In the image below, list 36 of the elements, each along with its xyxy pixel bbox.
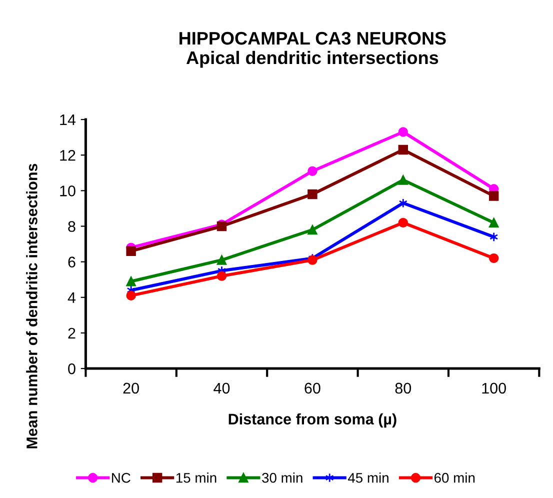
y-tick-label: 8: [68, 221, 76, 232]
x-tick-label: 80: [395, 382, 412, 394]
point: [216, 271, 227, 281]
y-tick-label: 14: [60, 114, 76, 126]
legend-label: 45 min: [348, 472, 388, 483]
legend-label: 30 min: [262, 472, 302, 483]
y-tick-label: 12: [60, 150, 76, 161]
legend-label: 15 min: [176, 472, 216, 483]
point: [308, 224, 318, 235]
y-tick-label: 2: [68, 328, 76, 338]
point: [308, 166, 318, 176]
point: [216, 255, 227, 265]
x-tick-label: 60: [304, 382, 320, 394]
point: [126, 276, 136, 286]
y-tick-label: 6: [68, 256, 76, 268]
point: [126, 290, 136, 300]
y-tick-label: 0: [68, 363, 76, 374]
point: [308, 189, 318, 200]
point: [126, 246, 136, 256]
x-tick-label: 20: [123, 382, 139, 394]
point: [398, 175, 408, 185]
point: [398, 218, 408, 228]
point: [488, 218, 499, 228]
x-tick-label: 40: [214, 382, 230, 394]
legend-label: 60 min: [434, 472, 475, 483]
point: [488, 191, 499, 201]
point: [488, 253, 499, 264]
x-axis-title: Distance from soma (µ): [228, 413, 396, 428]
legend-label: NC: [112, 472, 130, 483]
point: [398, 144, 408, 155]
chart-title: HIPPOCAMPAL CA3 NEURONS Apical dendritic intersections: [180, 32, 446, 68]
point: [398, 127, 408, 137]
y-tick-label: 10: [60, 186, 76, 196]
y-axis-title: Mean number of dendritic intersections: [26, 164, 38, 448]
y-tick-label: 4: [68, 292, 76, 303]
x-tick-label: 100: [482, 382, 506, 394]
